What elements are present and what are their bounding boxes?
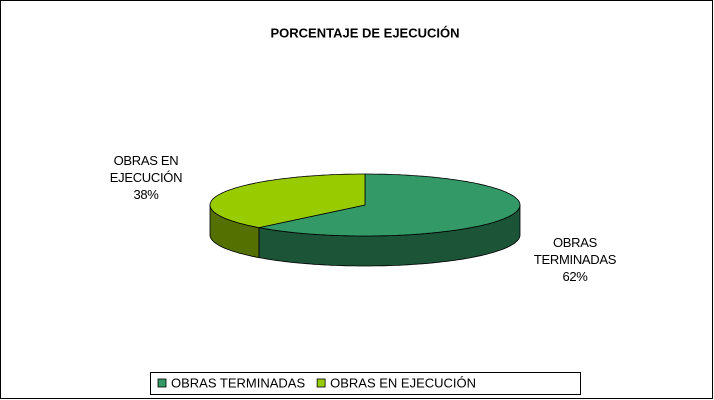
slice-label-name: OBRAS EN EJECUCIÓN	[109, 153, 183, 185]
legend-swatch	[157, 378, 167, 388]
chart-title: PORCENTAJE DE EJECUCIÓN	[270, 25, 459, 40]
legend-label: OBRAS EN EJECUCIÓN	[330, 375, 476, 390]
pie	[209, 173, 521, 267]
slice-label-name: OBRAS TERMINADAS	[533, 235, 617, 267]
slice-label: OBRAS TERMINADAS 62%	[525, 234, 625, 285]
slice-label: OBRAS EN EJECUCIÓN 38%	[100, 152, 192, 203]
slice	[209, 173, 366, 229]
slice	[258, 173, 521, 237]
slice-label-value: 62%	[562, 269, 588, 284]
legend-swatch	[316, 378, 326, 388]
legend-label: OBRAS TERMINADAS	[171, 375, 305, 390]
legend: OBRAS TERMINADAS OBRAS EN EJECUCIÓN	[150, 372, 581, 395]
slice-label-value: 38%	[133, 187, 159, 202]
legend-box	[150, 372, 581, 395]
